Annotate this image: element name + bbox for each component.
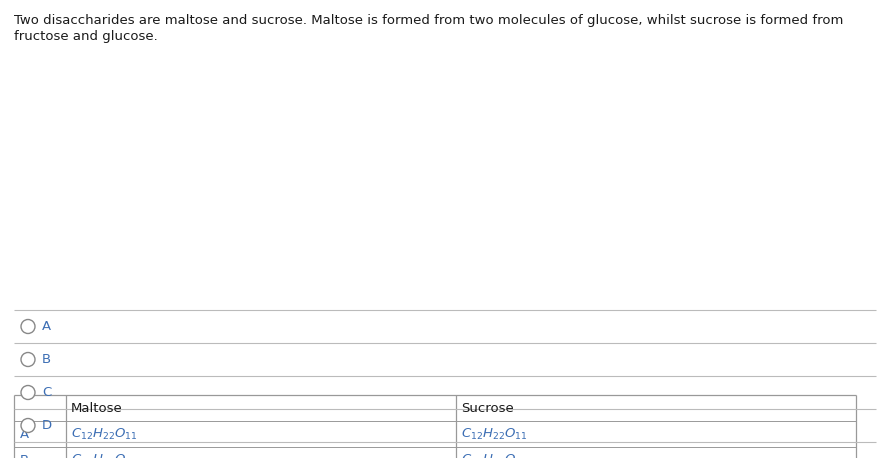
Text: Two disaccharides are maltose and sucrose. Maltose is formed from two molecules : Two disaccharides are maltose and sucros… bbox=[14, 14, 844, 27]
Text: $C_{12}H_{22}O_{11}$: $C_{12}H_{22}O_{11}$ bbox=[71, 453, 138, 458]
Text: Maltose: Maltose bbox=[71, 402, 123, 414]
Text: $C_{12}H_{22}O_{11}$: $C_{12}H_{22}O_{11}$ bbox=[71, 426, 138, 442]
Text: A: A bbox=[20, 427, 29, 441]
Text: Sucrose: Sucrose bbox=[461, 402, 514, 414]
Text: $C_{12}H_{24}O_{12}$: $C_{12}H_{24}O_{12}$ bbox=[461, 453, 528, 458]
Text: B: B bbox=[20, 453, 29, 458]
Text: B: B bbox=[42, 353, 51, 366]
Text: $C_{12}H_{22}O_{11}$: $C_{12}H_{22}O_{11}$ bbox=[461, 426, 528, 442]
Circle shape bbox=[21, 386, 35, 399]
Circle shape bbox=[21, 419, 35, 432]
Text: D: D bbox=[42, 419, 53, 432]
Circle shape bbox=[21, 320, 35, 333]
Text: A: A bbox=[42, 320, 51, 333]
Text: fructose and glucose.: fructose and glucose. bbox=[14, 30, 158, 43]
Circle shape bbox=[21, 353, 35, 366]
Text: C: C bbox=[42, 386, 52, 399]
